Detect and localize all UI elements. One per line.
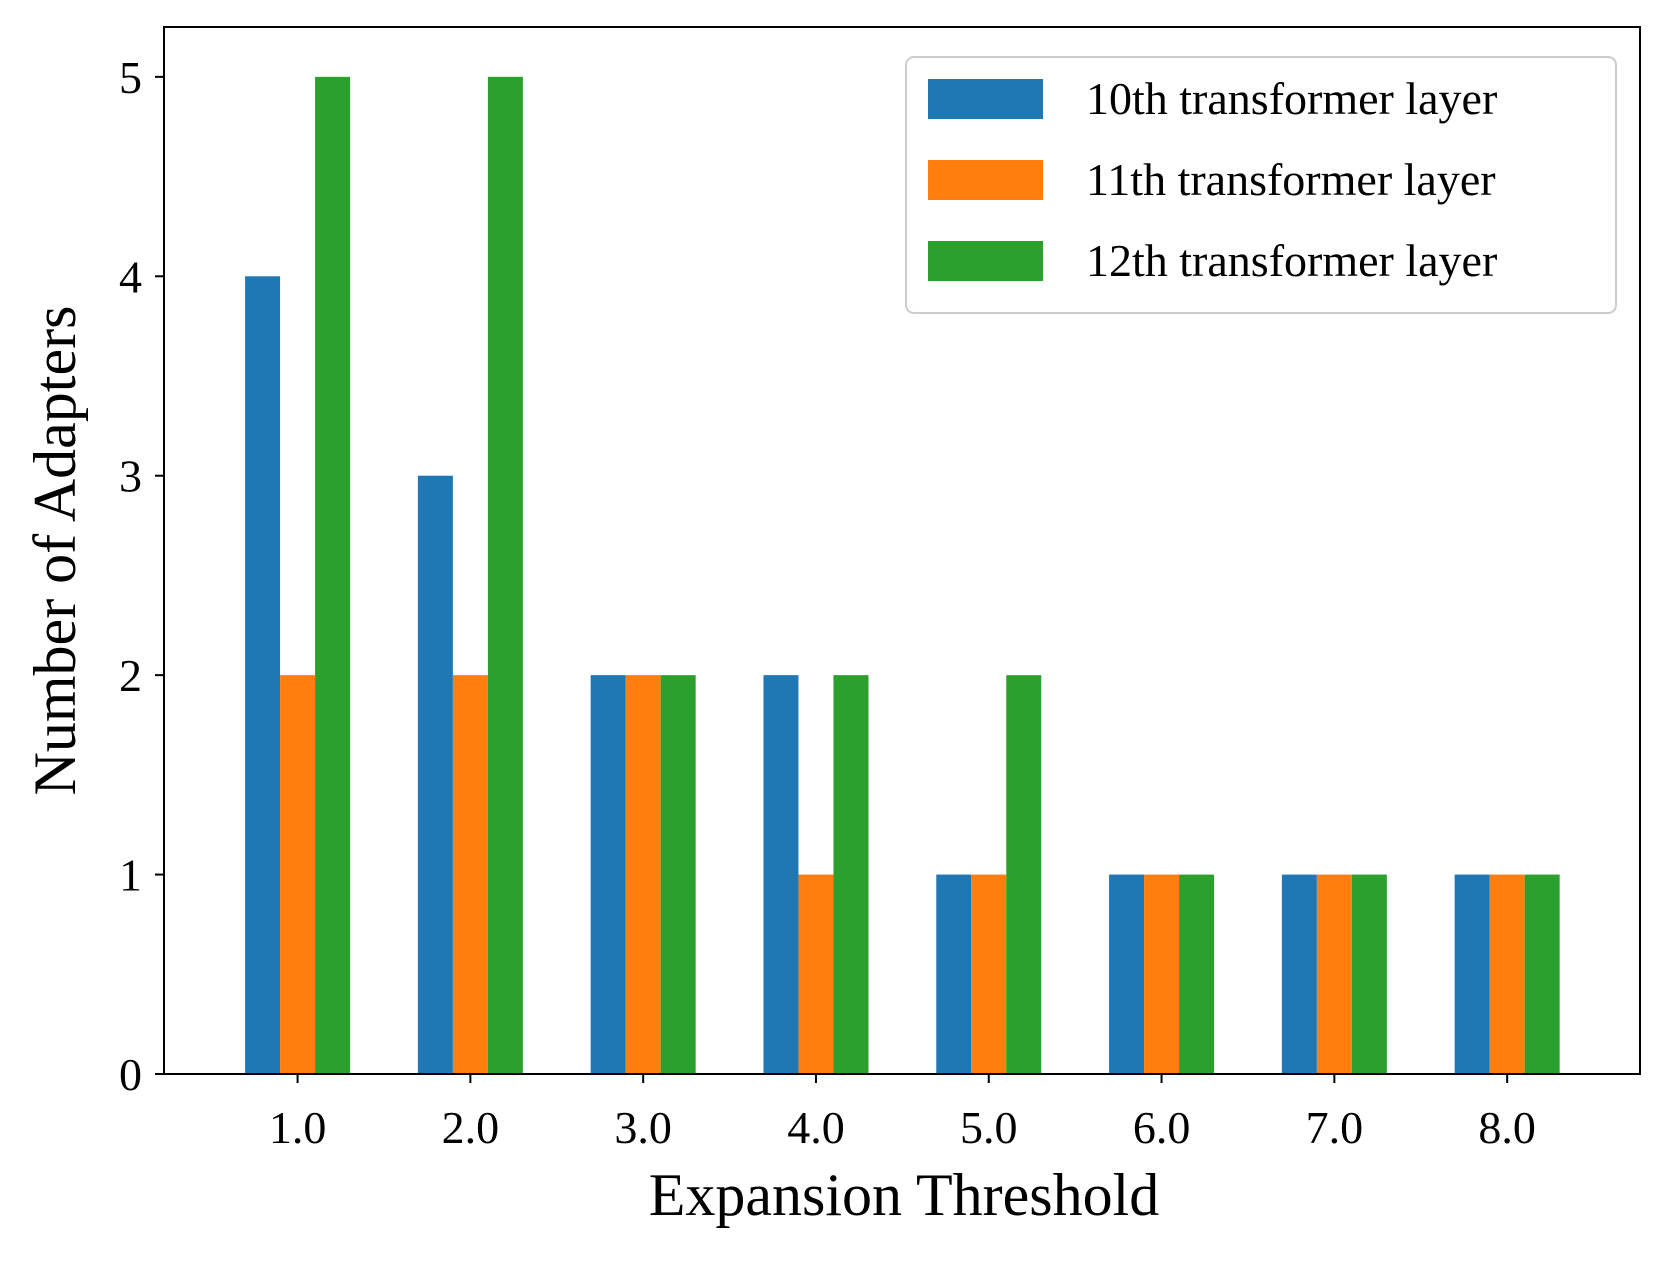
x-tick-label: 5.0	[960, 1102, 1018, 1153]
y-tick-label: 0	[119, 1049, 142, 1100]
bar-1-8.0	[1454, 874, 1490, 1074]
bar-3-8.0	[1524, 874, 1560, 1074]
bar-2-6.0	[1144, 874, 1180, 1074]
plot-frame	[163, 26, 1641, 1075]
y-axis-label: Number of Adapters	[22, 306, 88, 796]
legend-swatch-3	[928, 241, 1043, 281]
legend-label-2: 11th transformer layer	[1086, 154, 1496, 205]
legend-label-1: 10th transformer layer	[1086, 73, 1497, 124]
legend-swatch-2	[928, 160, 1043, 200]
bar-1-1.0	[245, 276, 281, 1074]
bar-1-4.0	[763, 675, 799, 1074]
x-tick-label: 3.0	[614, 1102, 672, 1153]
y-tick-label: 2	[119, 650, 142, 701]
legend-label-3: 12th transformer layer	[1086, 235, 1497, 286]
bar-1-6.0	[1109, 874, 1145, 1074]
x-tick-label: 7.0	[1306, 1102, 1364, 1153]
bar-1-3.0	[590, 675, 626, 1074]
ticks-layer: 1.0 2.0 3.0 4.0 5.0 6.0 7.0 8.0 0 1 2 3 4 5	[119, 52, 1536, 1153]
bar-2-8.0	[1489, 874, 1525, 1074]
bar-3-6.0	[1179, 874, 1215, 1074]
y-tick-label: 4	[119, 251, 142, 302]
x-tick-label: 1.0	[269, 1102, 327, 1153]
bar-3-4.0	[833, 675, 869, 1074]
x-tick-label: 4.0	[787, 1102, 845, 1153]
bar-2-1.0	[280, 675, 316, 1074]
legend-box	[905, 56, 1617, 314]
x-tick-label: 8.0	[1478, 1102, 1536, 1153]
bar-3-2.0	[487, 76, 523, 1075]
legend-swatch-1	[928, 79, 1043, 119]
x-axis-label: Expansion Threshold	[649, 1162, 1160, 1228]
bar-2-4.0	[798, 874, 834, 1074]
y-tick-label: 5	[119, 52, 142, 103]
bar-2-3.0	[625, 675, 661, 1074]
y-tick-label: 3	[119, 451, 142, 502]
bar-3-5.0	[1006, 675, 1042, 1074]
bar-1-2.0	[417, 475, 453, 1074]
bar-2-2.0	[452, 675, 488, 1074]
bar-2-5.0	[971, 874, 1007, 1074]
bar-3-1.0	[315, 76, 351, 1075]
x-tick-label: 2.0	[442, 1102, 500, 1153]
bar-3-7.0	[1351, 874, 1387, 1074]
bar-1-5.0	[936, 874, 972, 1074]
bar-3-3.0	[660, 675, 696, 1074]
x-tick-label: 6.0	[1133, 1102, 1191, 1153]
bars-layer	[245, 76, 1560, 1075]
legend: 10th transformer layer 11th transformer l…	[905, 56, 1617, 314]
bar-2-7.0	[1316, 874, 1352, 1074]
y-tick-label: 1	[119, 850, 142, 901]
bar-1-7.0	[1281, 874, 1317, 1074]
